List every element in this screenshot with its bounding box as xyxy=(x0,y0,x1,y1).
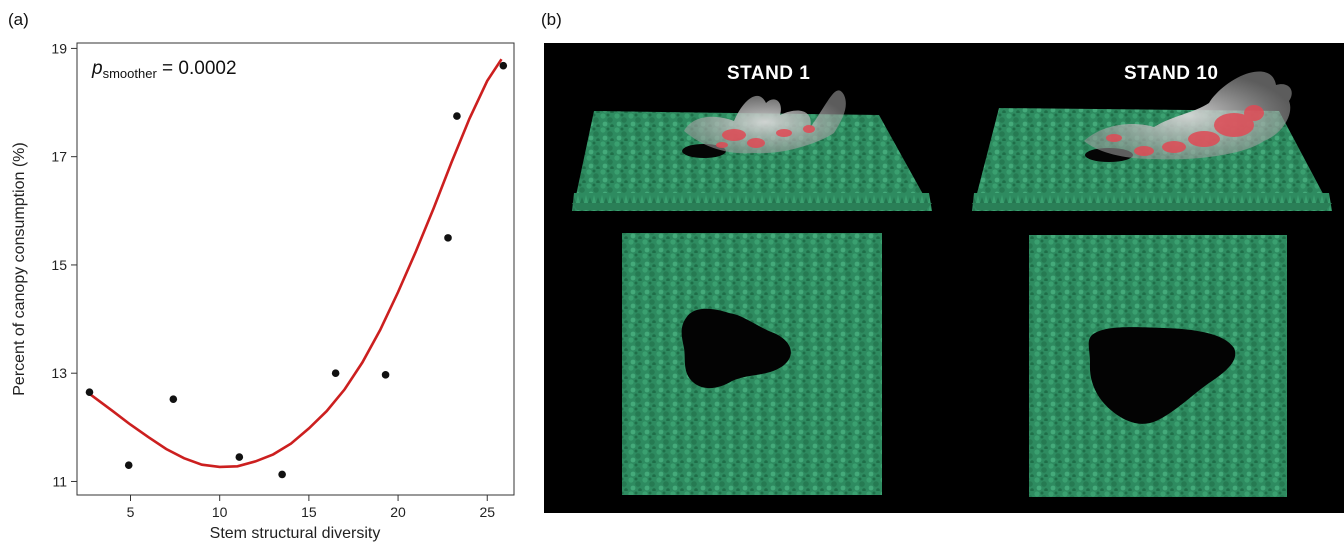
x-tick-label: 10 xyxy=(212,504,228,520)
stand1-fire-region xyxy=(716,125,815,148)
data-point-7 xyxy=(381,371,390,379)
p-symbol: p xyxy=(91,58,103,79)
data-point-4 xyxy=(235,453,244,461)
smoother-curve xyxy=(88,58,503,469)
y-tick-label: 15 xyxy=(51,257,67,273)
y-tick-label: 11 xyxy=(52,473,67,489)
y-tick-label: 17 xyxy=(51,149,67,165)
p-value-text: = 0.0002 xyxy=(157,58,237,79)
stand1-top-view xyxy=(622,233,882,495)
y-tick-label: 13 xyxy=(51,365,67,381)
stand10-smoke-plume xyxy=(1084,71,1292,160)
stand10-fire-region xyxy=(1106,105,1264,156)
x-tick-label: 20 xyxy=(390,504,406,520)
y-tick-label: 19 xyxy=(51,40,67,56)
data-point-3 xyxy=(169,395,178,403)
stand10-title: STAND 10 xyxy=(1124,63,1219,84)
plot-frame xyxy=(76,42,515,496)
stand1-oblique-view xyxy=(572,90,932,211)
data-point-9 xyxy=(453,112,461,120)
canopy-render-image xyxy=(572,71,1332,497)
data-point-5 xyxy=(278,470,286,479)
x-axis-label: Stem structural diversity xyxy=(210,525,381,542)
stand10-burn-gap xyxy=(1088,327,1236,424)
data-point-8 xyxy=(444,234,452,242)
panel-a-label: (a) xyxy=(8,10,29,29)
data-point-2 xyxy=(124,461,133,470)
stand10-top-view xyxy=(1029,235,1287,497)
x-tick-label: 25 xyxy=(479,504,495,520)
stand1-burn-gap xyxy=(681,308,791,389)
data-point-1 xyxy=(85,388,94,396)
stand1-title: STAND 1 xyxy=(727,63,811,84)
x-tick-label: 5 xyxy=(127,504,135,520)
x-tick-label: 15 xyxy=(301,504,317,520)
data-point-6 xyxy=(331,369,340,378)
p-value-annotation: psmoother = 0.0002 xyxy=(91,58,237,81)
simulation-render-panel: STAND 1 STAND 10 xyxy=(544,43,1344,513)
panel-b-label: (b) xyxy=(541,10,562,29)
data-point-10 xyxy=(499,61,508,70)
p-subscript: smoother xyxy=(103,66,158,81)
y-axis-label: Percent of canopy consumption (%) xyxy=(11,142,28,395)
stand10-oblique-view xyxy=(972,71,1332,211)
